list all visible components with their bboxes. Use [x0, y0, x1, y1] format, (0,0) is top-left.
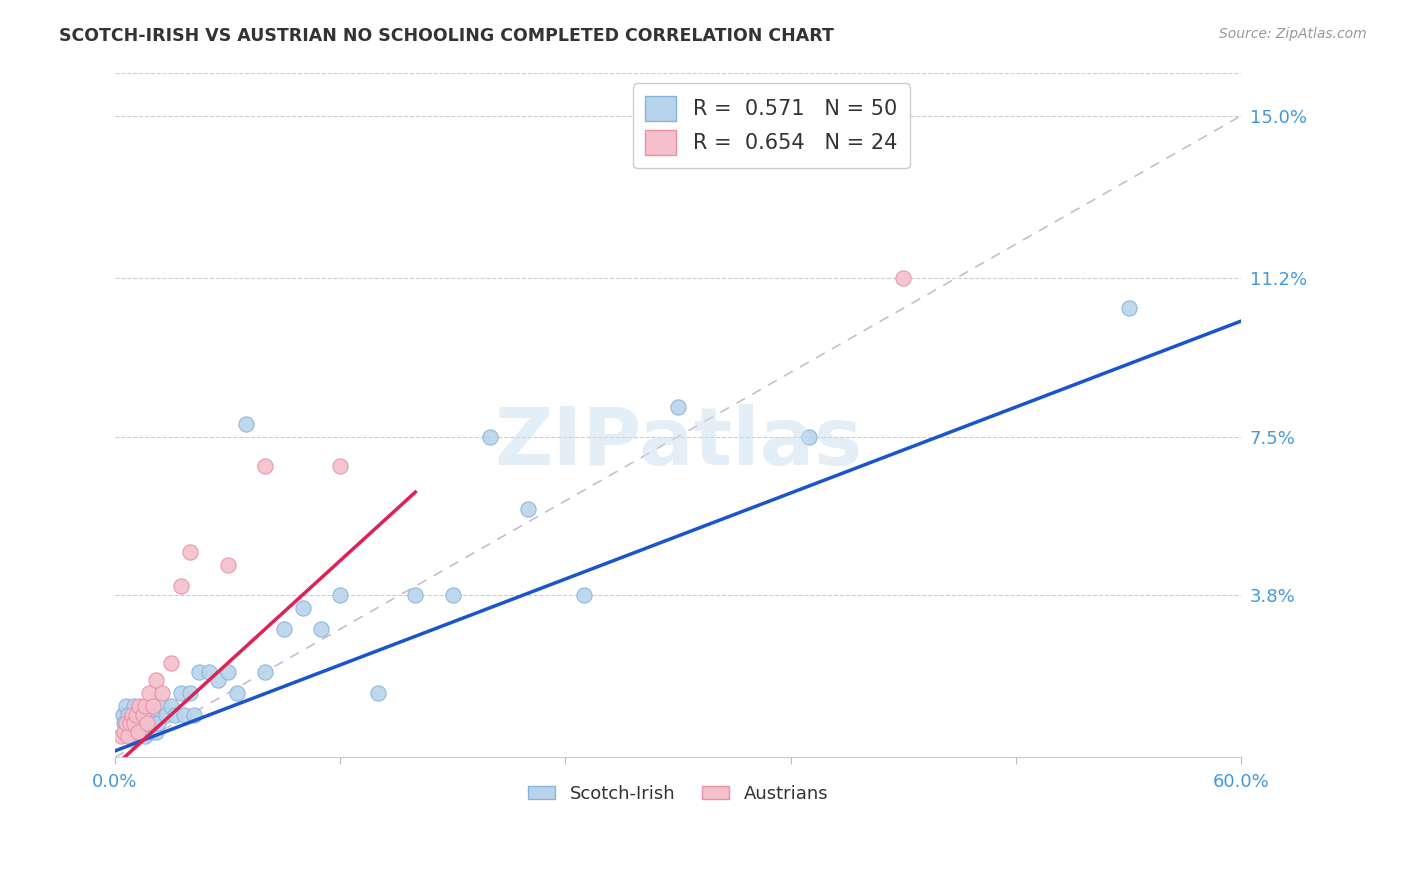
Point: [145, 724, 167, 739]
Point: [150, 698, 173, 713]
Point: [111, 707, 134, 722]
Point: [217, 558, 239, 572]
Point: [254, 665, 277, 679]
Point: [122, 716, 145, 731]
Point: [145, 673, 167, 688]
Text: Source: ZipAtlas.com: Source: ZipAtlas.com: [1219, 27, 1367, 41]
Text: ZIPatlas: ZIPatlas: [494, 403, 862, 482]
Point: [574, 588, 596, 602]
Point: [115, 698, 138, 713]
Point: [183, 707, 205, 722]
Point: [198, 665, 221, 679]
Point: [122, 729, 145, 743]
Point: [479, 429, 502, 443]
Point: [367, 686, 389, 700]
Point: [254, 459, 277, 474]
Point: [404, 588, 426, 602]
Point: [134, 729, 156, 743]
Point: [329, 459, 352, 474]
Point: [128, 698, 150, 713]
Point: [135, 707, 157, 722]
Point: [143, 716, 166, 731]
Point: [160, 698, 183, 713]
Text: SCOTCH-IRISH VS AUSTRIAN NO SCHOOLING COMPLETED CORRELATION CHART: SCOTCH-IRISH VS AUSTRIAN NO SCHOOLING CO…: [59, 27, 834, 45]
Point: [128, 724, 150, 739]
Point: [110, 729, 132, 743]
Point: [138, 686, 160, 700]
Point: [112, 716, 135, 731]
Point: [127, 724, 149, 739]
Point: [124, 707, 146, 722]
Point: [160, 657, 183, 671]
Point: [311, 622, 333, 636]
Point: [115, 716, 138, 731]
Point: [139, 724, 162, 739]
Point: [117, 707, 139, 722]
Point: [135, 716, 157, 731]
Point: [142, 698, 165, 713]
Point: [165, 707, 187, 722]
Point: [291, 600, 314, 615]
Point: [138, 716, 160, 731]
Point: [441, 588, 464, 602]
Point: [217, 665, 239, 679]
Point: [117, 729, 139, 743]
Point: [1118, 301, 1140, 316]
Point: [129, 707, 152, 722]
Point: [891, 271, 914, 285]
Legend: Scotch-Irish, Austrians: Scotch-Irish, Austrians: [520, 778, 835, 810]
Point: [124, 716, 146, 731]
Point: [118, 716, 141, 731]
Point: [188, 665, 211, 679]
Point: [148, 716, 170, 731]
Point: [207, 673, 229, 688]
Point: [121, 716, 143, 731]
Point: [226, 686, 249, 700]
Point: [799, 429, 821, 443]
Point: [132, 707, 155, 722]
Point: [516, 502, 538, 516]
Point: [121, 707, 143, 722]
Point: [666, 400, 689, 414]
Point: [179, 686, 201, 700]
Point: [173, 707, 195, 722]
Point: [179, 545, 201, 559]
Point: [329, 588, 352, 602]
Point: [115, 720, 138, 734]
Point: [142, 707, 165, 722]
Point: [122, 698, 145, 713]
Point: [235, 417, 257, 431]
Point: [132, 716, 155, 731]
Point: [155, 707, 177, 722]
Point: [273, 622, 295, 636]
Point: [118, 729, 141, 743]
Point: [127, 707, 149, 722]
Point: [112, 724, 135, 739]
Point: [134, 698, 156, 713]
Point: [170, 579, 193, 593]
Point: [170, 686, 193, 700]
Point: [150, 686, 173, 700]
